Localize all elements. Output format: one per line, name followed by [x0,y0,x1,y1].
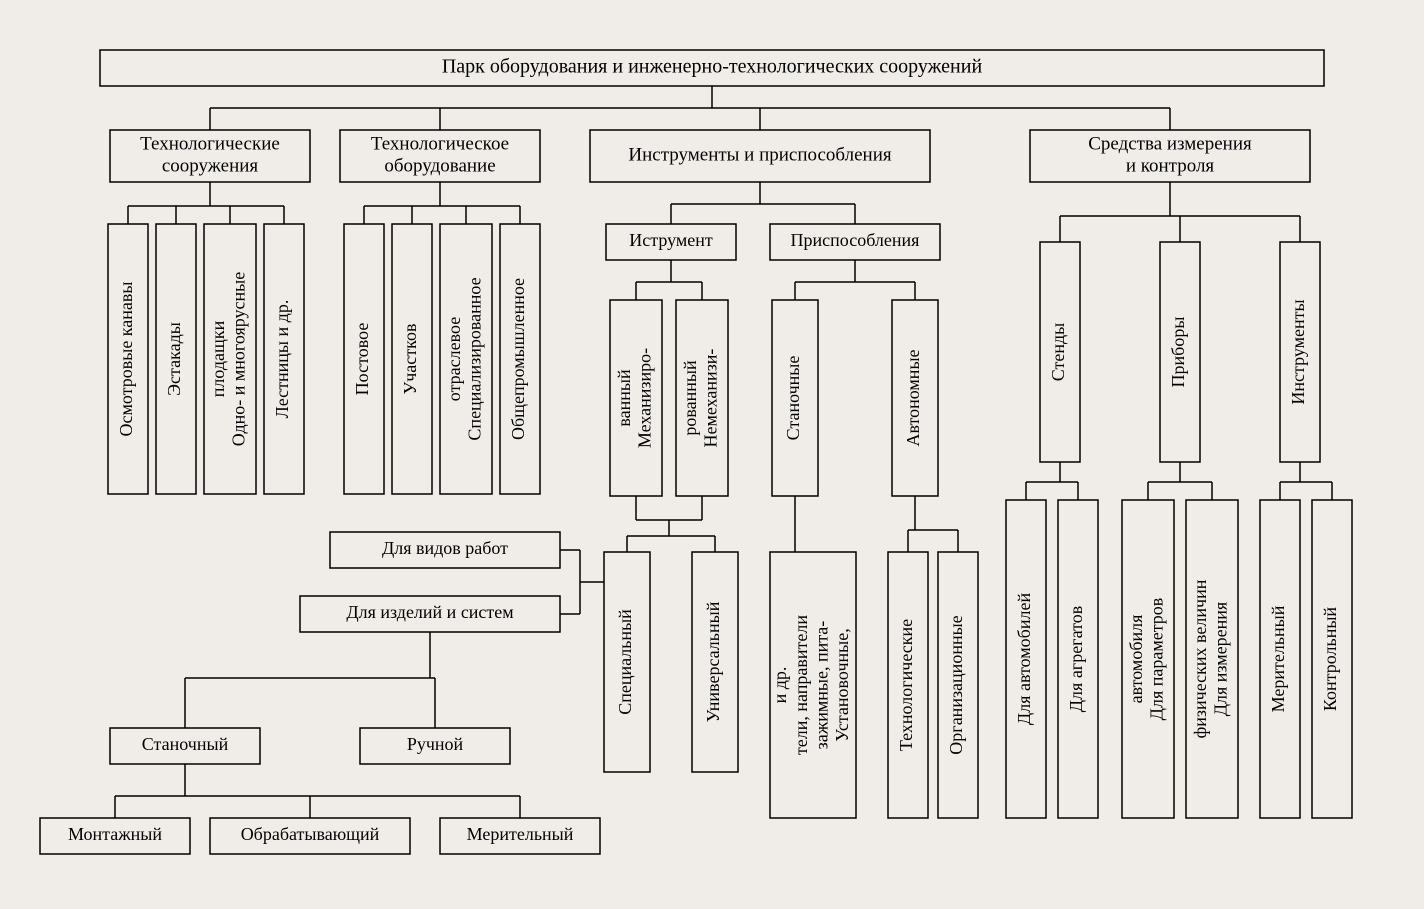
svg-text:Для агрегатов: Для агрегатов [1066,606,1086,712]
svg-text:Эстакады: Эстакады [164,322,184,396]
svg-text:Установочные,: Установочные, [832,628,852,741]
svg-text:Для измерения: Для измерения [1210,602,1230,716]
svg-text:Для автомобилей: Для автомобилей [1014,593,1034,726]
svg-text:Участков: Участков [400,324,420,395]
svg-text:автомобиля: автомобиля [1126,615,1146,704]
svg-text:Организационные: Организационные [946,615,966,754]
svg-text:Специальный: Специальный [615,609,635,715]
svg-text:Иструмент: Иструмент [629,230,713,250]
svg-text:Технологические: Технологические [140,133,280,154]
svg-text:Инструменты: Инструменты [1288,299,1308,404]
svg-text:физических величин: физических величин [1190,579,1210,738]
svg-text:Приборы: Приборы [1168,317,1188,388]
svg-text:Для параметров: Для параметров [1146,598,1166,721]
svg-text:тели, направители: тели, направители [791,615,811,755]
svg-text:Мерительный: Мерительный [1268,605,1288,712]
svg-text:Технологические: Технологические [896,619,916,751]
svg-text:Специализированное: Специализированное [464,277,484,440]
svg-text:сооружения: сооружения [162,155,259,176]
svg-text:Обрабатывающий: Обрабатывающий [241,824,380,844]
svg-text:Универсальный: Универсальный [703,601,723,722]
svg-text:Парк оборудования и инженерно-: Парк оборудования и инженерно-технологич… [442,56,983,78]
svg-text:Мерительный: Мерительный [467,824,574,844]
svg-text:Инструменты и приспособления: Инструменты и приспособления [628,144,892,165]
svg-text:Автономные: Автономные [903,349,923,446]
svg-text:Монтажный: Монтажный [68,824,162,844]
svg-text:оборудование: оборудование [384,155,495,176]
svg-text:и контроля: и контроля [1126,155,1215,176]
svg-text:Технологическое: Технологическое [371,133,509,154]
svg-text:Средства измерения: Средства измерения [1088,133,1252,154]
svg-text:Немеханизи-: Немеханизи- [700,349,720,448]
svg-text:плодащки: плодащки [208,320,228,397]
svg-text:ванный: ванный [614,369,634,427]
svg-text:Осмотровые канавы: Осмотровые канавы [116,282,136,437]
svg-text:Стенды: Стенды [1048,323,1068,382]
svg-text:Станочный: Станочный [142,734,229,754]
hierarchy-diagram: Парк оборудования и инженерно-технологич… [0,0,1424,909]
svg-text:Для видов работ: Для видов работ [382,538,508,558]
svg-text:рованный: рованный [680,360,700,436]
svg-text:Для изделий и систем: Для изделий и систем [346,602,513,622]
svg-text:Механизиро-: Механизиро- [634,348,654,448]
svg-text:Общепромышленное: Общепромышленное [508,278,528,440]
svg-text:Лестницы и др.: Лестницы и др. [272,300,292,419]
svg-text:Станочные: Станочные [783,356,803,441]
svg-text:Приспособления: Приспособления [791,230,920,250]
svg-text:зажимные, пита-: зажимные, пита- [811,621,831,750]
svg-text:Постовое: Постовое [352,323,372,396]
svg-text:Одно- и многоярусные: Одно- и многоярусные [228,272,248,447]
svg-text:отраслевое: отраслевое [444,317,464,401]
svg-text:Ручной: Ручной [407,734,464,754]
svg-text:Контрольный: Контрольный [1320,607,1340,712]
svg-text:и др.: и др. [770,667,790,704]
